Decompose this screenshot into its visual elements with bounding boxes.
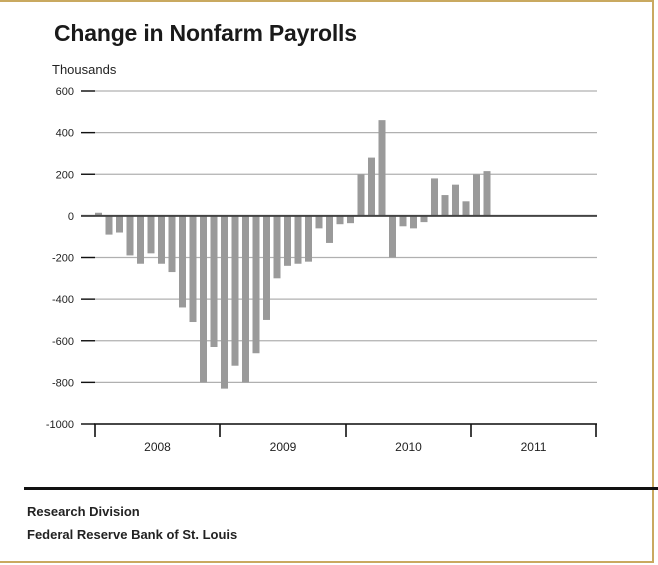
bar: [273, 215, 281, 279]
bar: [336, 215, 344, 225]
bar: [473, 174, 480, 216]
bar: [252, 215, 260, 354]
bar: [284, 215, 291, 266]
x-year-label: 2011: [521, 440, 547, 454]
bar: [441, 195, 449, 216]
bar: [462, 201, 470, 216]
x-year-label: 2009: [270, 440, 297, 454]
bar: [326, 215, 333, 243]
bar: [368, 157, 375, 216]
bar: [452, 184, 459, 216]
bar: [410, 215, 417, 229]
bar: [221, 215, 228, 389]
bar: [126, 215, 134, 256]
bar: [231, 215, 239, 366]
bar: [189, 215, 197, 323]
footer-research-division: Research Division: [27, 504, 140, 519]
bar: [378, 120, 386, 216]
y-tick-label: -400: [52, 294, 74, 306]
bar: [315, 215, 323, 229]
bar: [200, 215, 207, 383]
bar: [305, 215, 312, 262]
bar: [347, 215, 354, 224]
bar: [179, 215, 186, 308]
footer-fed-name: Federal Reserve Bank of St. Louis: [27, 527, 238, 542]
y-tick-label: -200: [52, 253, 74, 265]
bar: [431, 178, 438, 216]
y-tick-label: -600: [52, 336, 74, 348]
y-tick-label: 600: [56, 86, 74, 98]
y-tick-label: 0: [68, 211, 74, 223]
bar: [147, 215, 155, 254]
y-tick-label: 200: [56, 169, 74, 181]
y-tick-label: 400: [56, 128, 74, 140]
bar: [116, 215, 123, 233]
bar: [389, 215, 396, 258]
bar: [158, 215, 165, 264]
bar: [399, 215, 407, 227]
bar: [210, 215, 218, 347]
x-year-label: 2010: [395, 440, 422, 454]
y-tick-label: -800: [52, 377, 74, 389]
bar: [242, 215, 249, 383]
bar: [263, 215, 270, 320]
x-year-label: 2008: [144, 440, 171, 454]
bar: [105, 215, 113, 235]
bar: [357, 174, 365, 216]
bar: [294, 215, 302, 264]
footer-divider: [24, 487, 658, 490]
bar: [483, 171, 491, 216]
bar: [420, 215, 428, 223]
bar-chart: 600 400 200 0 -200 -400 -600 -800 -1000 2008 2009 2…: [46, 86, 597, 454]
y-tick-label: -1000: [46, 419, 74, 431]
bar: [168, 215, 176, 273]
bar: [95, 212, 102, 216]
chart-title: Change in Nonfarm Payrolls: [54, 20, 357, 46]
y-axis-label: Thousands: [52, 62, 117, 77]
bar: [137, 215, 144, 264]
